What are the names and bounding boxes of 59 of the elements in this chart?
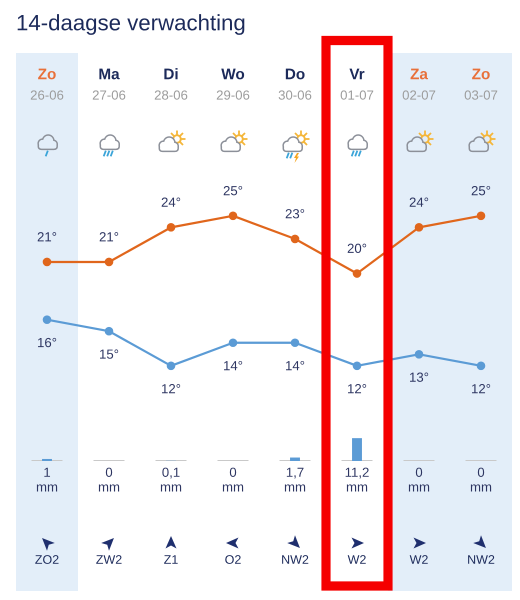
x-tick-label: NW2 bbox=[468, 555, 494, 564]
data-label: 21° bbox=[100, 232, 118, 242]
point bbox=[42, 258, 52, 266]
x-tick-label: W2 bbox=[348, 555, 366, 564]
data-label: 0 mm bbox=[98, 468, 120, 492]
point bbox=[352, 362, 362, 370]
point bbox=[290, 234, 300, 244]
data-label: 0,1 mm bbox=[160, 468, 182, 492]
category-label: Vr 01-07 bbox=[340, 68, 374, 100]
point bbox=[104, 258, 114, 266]
data-label: 25° bbox=[224, 186, 242, 196]
category-label: Zo 26-06 bbox=[30, 68, 64, 100]
chart-title: 14-daagse verwachting bbox=[18, 14, 244, 35]
point bbox=[104, 326, 114, 336]
x-tick-label: O2 bbox=[225, 555, 241, 564]
data-label: 1 mm bbox=[36, 468, 58, 492]
bar bbox=[352, 438, 362, 461]
x-tick-label: NW2 bbox=[282, 555, 308, 564]
data-label: 23° bbox=[286, 209, 304, 218]
data-label: 24° bbox=[162, 198, 180, 207]
data-label: 25° bbox=[472, 186, 490, 196]
data-label: 1,7 mm bbox=[284, 468, 306, 492]
point bbox=[414, 223, 424, 232]
data-label: 12° bbox=[348, 384, 366, 394]
data-label: 0 mm bbox=[222, 468, 244, 492]
data-label: 12° bbox=[162, 384, 180, 394]
data-label: 20° bbox=[348, 244, 366, 254]
category-label: Zo 03-07 bbox=[464, 68, 498, 100]
data-label: 16° bbox=[38, 338, 56, 348]
data-label: 24° bbox=[410, 198, 428, 207]
point bbox=[228, 338, 238, 348]
data-label: 14° bbox=[224, 360, 242, 370]
x-tick-label: ZW2 bbox=[96, 555, 122, 564]
data-label: 13° bbox=[410, 372, 428, 382]
point bbox=[166, 223, 176, 232]
data-label: 11,2 mm bbox=[346, 468, 369, 492]
data-label: 15° bbox=[100, 349, 118, 359]
category-label: Wo 29-06 bbox=[216, 68, 250, 100]
category-label: Ma 27-06 bbox=[92, 68, 126, 100]
point bbox=[42, 315, 52, 324]
category-label: Za 02-07 bbox=[402, 68, 436, 100]
x-tick-label: Z1 bbox=[164, 555, 178, 564]
point bbox=[290, 338, 300, 348]
category-label: Do 30-06 bbox=[278, 68, 312, 100]
point bbox=[228, 212, 238, 220]
point bbox=[476, 362, 486, 370]
data-label: 0 mm bbox=[470, 468, 492, 492]
point bbox=[476, 212, 486, 220]
point bbox=[414, 350, 424, 359]
bar bbox=[290, 458, 300, 461]
category-label: Di 28-06 bbox=[154, 68, 188, 100]
data-label: 14° bbox=[286, 360, 304, 370]
point bbox=[166, 362, 176, 370]
data-label: 21° bbox=[38, 232, 56, 242]
point bbox=[352, 269, 362, 278]
data-label: 12° bbox=[472, 384, 490, 394]
data-label: 0 mm bbox=[408, 468, 430, 492]
x-tick-label: W2 bbox=[410, 555, 428, 564]
x-tick-label: ZO2 bbox=[35, 555, 59, 564]
